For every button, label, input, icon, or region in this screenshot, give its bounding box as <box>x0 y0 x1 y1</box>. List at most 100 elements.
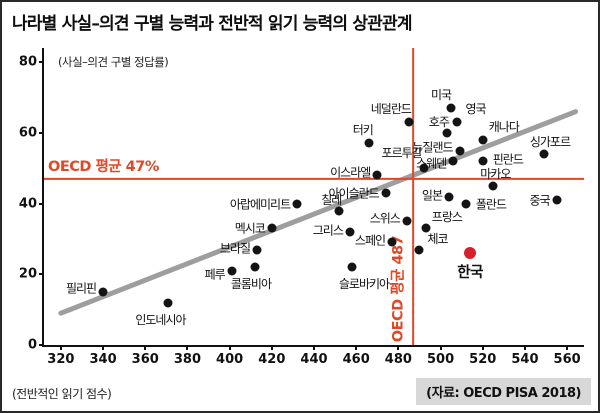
x-tick-label: 320 <box>47 352 75 367</box>
data-point <box>414 245 424 255</box>
point-label: 아이슬란드 <box>328 186 380 201</box>
x-tick-label: 520 <box>469 352 497 367</box>
y-axis-note: (사실–의견 구별 정답률) <box>58 55 169 70</box>
x-tick-label: 560 <box>553 352 581 367</box>
point-label: 스웨덴 <box>416 156 447 171</box>
data-point <box>402 216 412 226</box>
x-tick-label: 540 <box>511 352 539 367</box>
x-tick-label: 500 <box>426 352 455 367</box>
trend-line <box>61 112 576 314</box>
data-point <box>364 138 374 148</box>
data-point <box>539 149 549 159</box>
x-tick-label: 360 <box>131 352 159 367</box>
point-label: 슬로바키아 <box>338 277 390 292</box>
x-tick-mark <box>102 345 105 350</box>
x-tick-mark <box>523 345 526 350</box>
point-label: 포르투갈 <box>381 146 423 161</box>
x-tick-mark <box>355 345 358 350</box>
y-tick-mark <box>39 202 44 205</box>
x-tick-label: 400 <box>216 352 244 367</box>
y-tick-label: 40 <box>18 196 37 212</box>
point-label: 체코 <box>427 231 448 246</box>
data-point <box>404 117 414 127</box>
x-tick-label: 340 <box>89 352 117 367</box>
point-label: 핀란드 <box>492 152 524 167</box>
y-tick-mark <box>39 344 44 346</box>
data-point <box>552 195 562 205</box>
data-point <box>461 199 471 209</box>
chart-lines-layer <box>44 48 584 345</box>
y-tick-label: 0 <box>27 337 37 353</box>
data-point <box>227 266 237 276</box>
point-label: 스위스 <box>369 211 401 226</box>
point-label: 멕시코 <box>234 221 266 236</box>
x-tick-mark <box>313 345 315 350</box>
point-label: 그리스 <box>312 223 344 238</box>
point-label: 인도네시아 <box>135 312 186 327</box>
y-tick-label: 60 <box>18 125 37 141</box>
data-point <box>267 223 277 233</box>
point-label: 캐나다 <box>488 119 520 134</box>
point-label: 폴란드 <box>475 197 507 212</box>
scatter-plot-area: (사실–의견 구별 정답률) OECD 평균 47% OECD 평균 487 3… <box>19 48 584 367</box>
y-tick-mark <box>39 131 44 134</box>
point-label: 프랑스 <box>431 210 463 225</box>
oecd-average-percent-label: OECD 평균 47% <box>48 158 159 175</box>
x-axis-note: (전반적인 읽기 점수) <box>12 387 112 401</box>
point-label: 터키 <box>352 123 374 138</box>
x-tick-label: 380 <box>173 352 202 367</box>
x-tick-mark <box>270 345 273 350</box>
data-point <box>419 163 429 173</box>
x-tick-label: 440 <box>300 352 328 367</box>
x-tick-mark <box>144 345 147 350</box>
plot-area-wrap: (사실–의견 구별 정답률) OECD 평균 47% OECD 평균 487 3… <box>19 48 584 367</box>
data-point <box>444 192 454 201</box>
point-label: 칠레 <box>321 192 342 207</box>
point-label: 중국 <box>529 193 550 208</box>
y-tick-label: 80 <box>18 54 37 70</box>
x-tick-mark <box>186 345 189 350</box>
point-label: 브라질 <box>219 241 251 256</box>
korea-point-label: 한국 <box>457 265 483 282</box>
oecd-average-score-label: OECD 평균 487 <box>390 235 407 342</box>
x-tick-label: 460 <box>342 352 370 367</box>
source-tag: (자료: OECD PISA 2018) <box>416 378 591 405</box>
point-label: 콜롬비아 <box>230 277 272 292</box>
data-point <box>381 188 391 198</box>
point-label: 싱가포르 <box>529 135 571 150</box>
point-label: 필리핀 <box>65 281 97 296</box>
data-point <box>442 128 452 138</box>
point-label: 페루 <box>204 267 226 282</box>
point-label: 이스라엘 <box>330 165 371 180</box>
korea-data-point <box>464 247 477 260</box>
y-tick-mark <box>39 61 44 64</box>
data-point <box>345 227 355 237</box>
x-tick-label: 480 <box>384 352 412 367</box>
point-label: 영국 <box>465 102 486 117</box>
point-label: 아랍에미리트 <box>229 197 291 212</box>
x-tick-mark <box>397 345 400 350</box>
point-label: 호주 <box>428 114 450 129</box>
x-tick-mark <box>439 345 442 350</box>
y-tick-mark <box>39 273 44 276</box>
data-point <box>452 117 462 127</box>
data-point <box>421 223 431 233</box>
data-point <box>372 170 382 180</box>
data-point <box>478 156 488 166</box>
point-label: 스페인 <box>354 233 386 248</box>
data-point <box>98 287 108 297</box>
x-tick-mark <box>481 345 484 350</box>
data-point <box>163 298 173 308</box>
y-tick-label: 20 <box>18 266 37 282</box>
x-tick-mark <box>59 345 62 350</box>
point-label: 마카오 <box>480 166 511 181</box>
point-label: 미국 <box>431 88 452 103</box>
data-point <box>292 199 302 209</box>
data-point <box>334 206 344 216</box>
chart-title: 나라별 사실–의견 구별 능력과 전반적 읽기 능력의 상관관계 <box>12 14 413 34</box>
data-point <box>250 262 260 272</box>
x-tick-mark <box>566 345 569 350</box>
data-point <box>347 262 357 272</box>
data-point <box>446 103 456 113</box>
